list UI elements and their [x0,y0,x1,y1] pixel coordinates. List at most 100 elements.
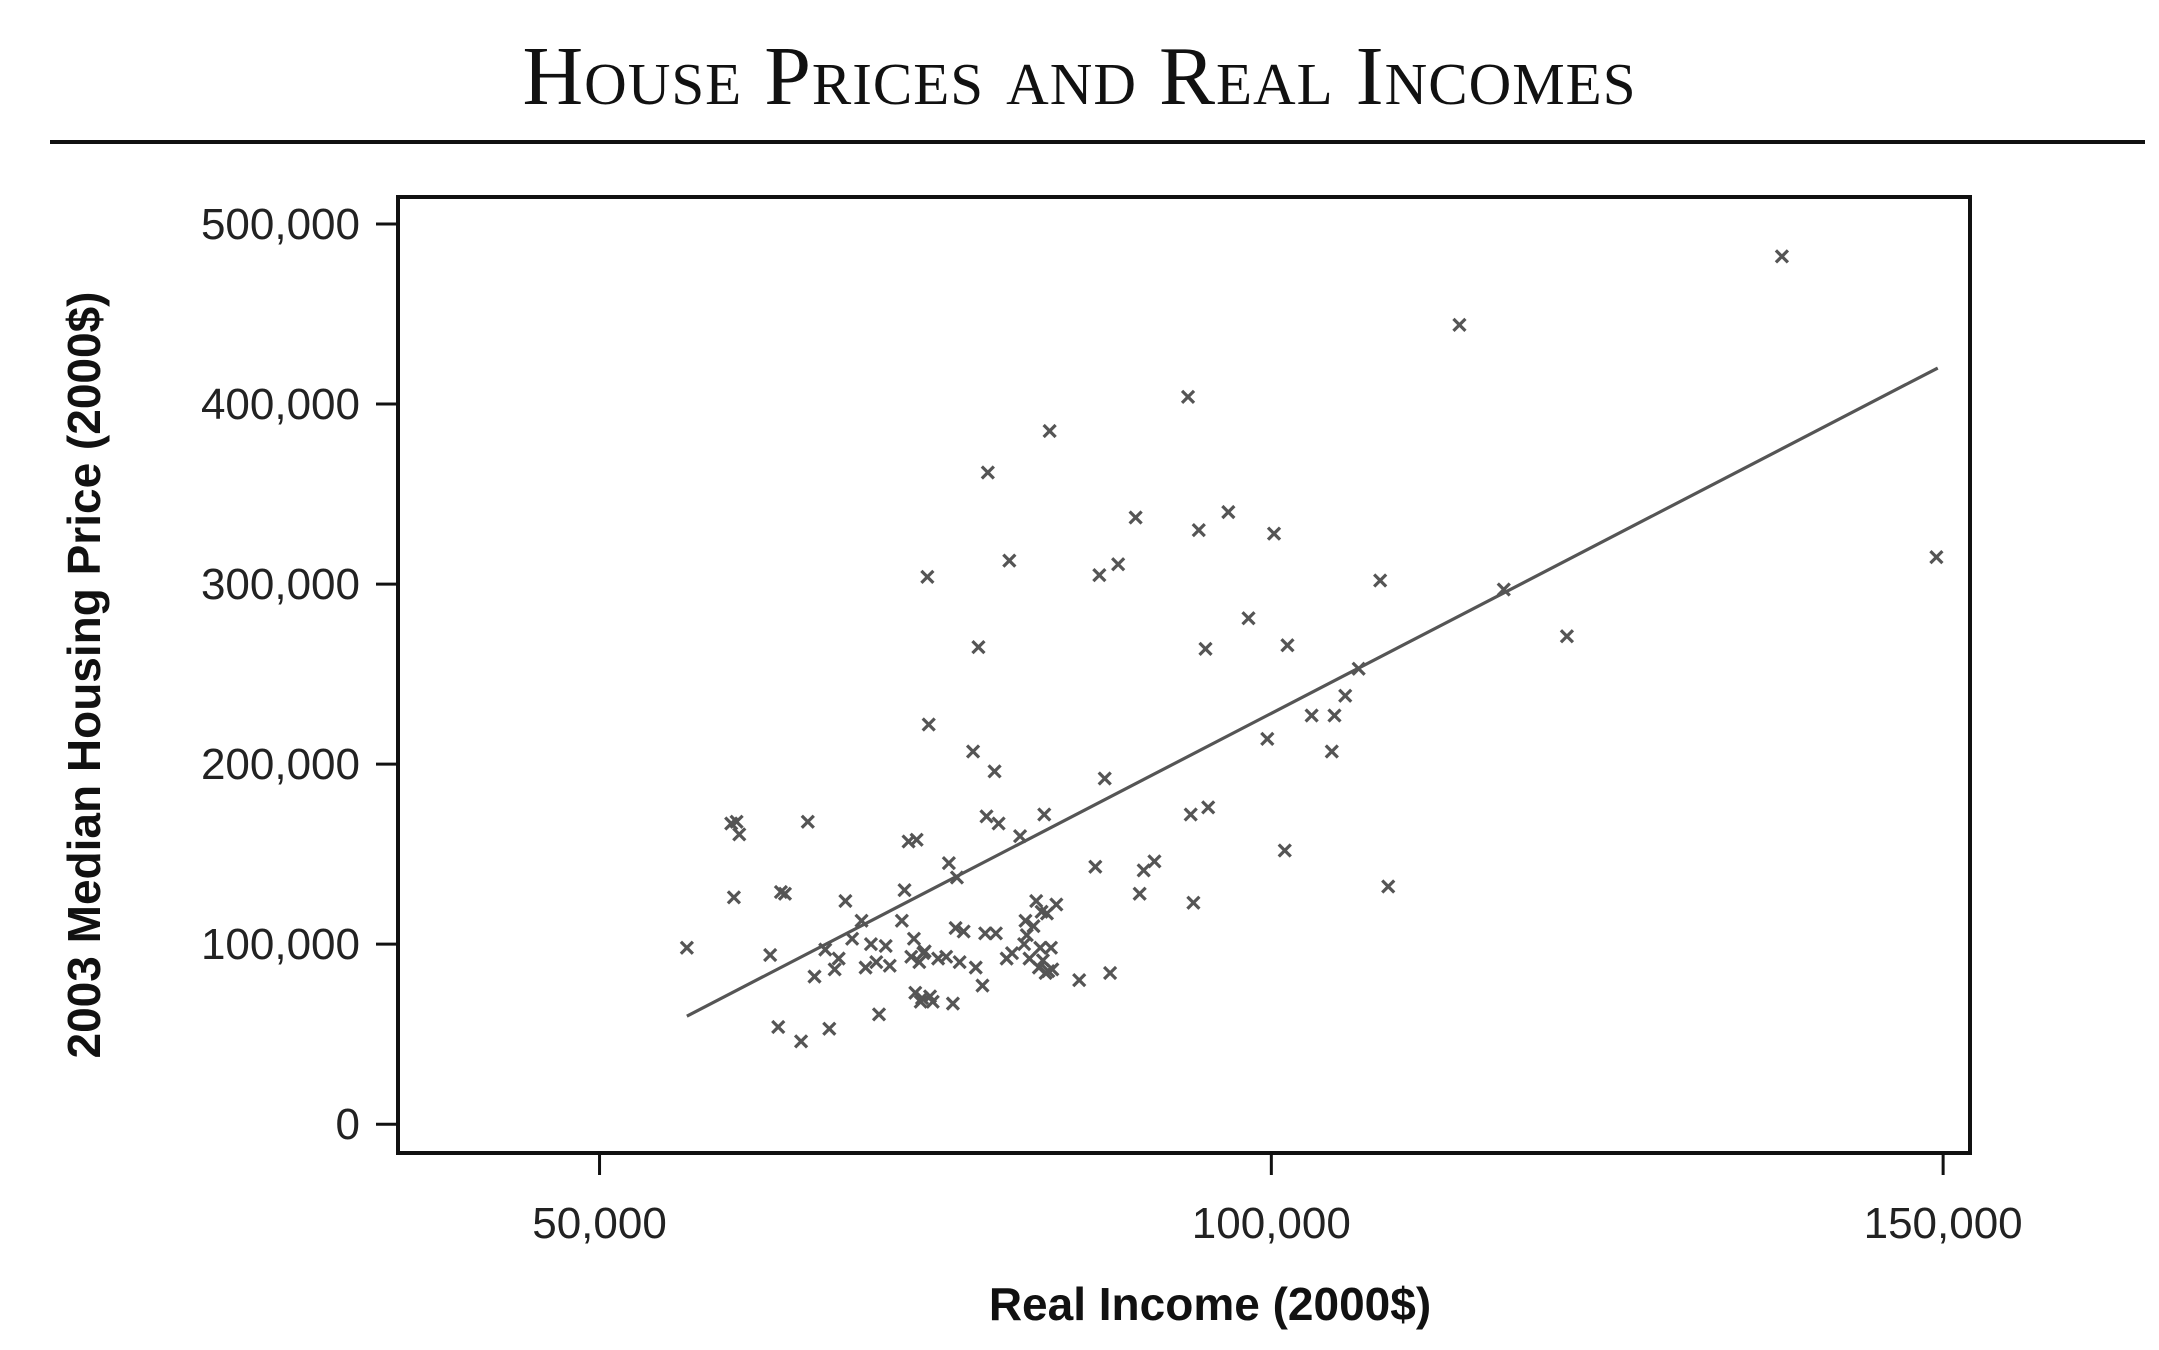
y-tick-label: 100,000 [201,920,360,969]
data-point [1018,913,1033,928]
data-point [956,924,971,939]
data-point [1304,708,1319,723]
data-point [1019,928,1034,943]
data-point [845,931,860,946]
x-tick-label: 50,000 [532,1199,667,1248]
data-point [854,913,869,928]
data-point [1183,807,1198,822]
data-point [1012,829,1028,844]
axis-ticks: 50,000 100,000 150,000 0 100,000 200,000 300,0… [201,200,2023,1248]
data-point [827,962,842,977]
data-point [1026,919,1041,934]
data-point [975,978,990,993]
data-point [838,893,853,909]
data-point [968,960,983,975]
data-point [1072,973,1087,988]
y-tick-label: 0 [336,1100,360,1149]
data-point [793,1034,809,1049]
data-point [925,994,940,1009]
data-point [948,920,963,936]
data-point [858,960,873,975]
data-point [800,814,815,829]
data-point [909,832,924,847]
trendline-group [686,366,1939,1018]
data-point [807,969,822,984]
data-point [1180,389,1196,404]
data-point [952,955,967,970]
data-point [965,744,981,759]
data-point [949,870,965,885]
data-point [1002,553,1017,568]
data-point [1132,886,1147,901]
y-tick-label: 300,000 [201,560,360,609]
data-point [1111,557,1126,572]
y-axis-title: 2003 Median Housing Price (2000$) [58,292,110,1059]
plot-frame [396,195,1972,1155]
data-point [978,926,993,941]
data-point [1221,504,1236,520]
data-point [1097,771,1112,786]
data-point [917,944,932,959]
data-point [878,938,893,954]
data-point [1042,423,1057,439]
data-point [897,883,912,898]
data-point [763,947,778,963]
title-rule [50,140,2145,144]
x-tick-label: 100,000 [1192,1199,1351,1248]
data-point [971,639,986,655]
data-point [1774,249,1790,264]
data-point [726,890,742,905]
data-point [991,816,1006,831]
data-point [1327,708,1342,723]
data-point [1043,940,1059,955]
y-tick-label: 500,000 [201,200,360,249]
data-point [1191,522,1206,538]
data-point [1147,854,1162,869]
data-point [1280,638,1295,653]
data-point [1266,526,1282,541]
data-point [1241,611,1256,626]
data-point [1198,641,1213,657]
data-point [831,951,846,966]
data-point [1338,688,1353,703]
data-point [818,942,833,957]
data-point [1351,661,1366,676]
data-point [1128,510,1143,525]
data-point [771,1019,786,1035]
data-point [1381,879,1396,894]
data-point [1496,582,1511,597]
data-point [912,955,927,970]
data-point [1559,629,1575,644]
data-point [1452,317,1467,332]
data-point [939,949,954,964]
data-points [679,249,1944,1049]
data-point [894,913,909,928]
trendline [686,366,1939,1018]
x-axis-title: Real Income (2000$) [989,1278,1431,1330]
data-point [1277,843,1292,858]
data-point [869,955,884,970]
data-point [863,937,879,952]
data-point [871,1007,887,1022]
data-point [777,886,793,901]
data-point [1373,573,1388,588]
data-point [1045,962,1060,977]
data-point [1929,549,1944,565]
data-point [1260,731,1275,747]
data-point [882,958,897,973]
data-point [945,996,961,1011]
data-point [1033,940,1048,955]
data-point [1049,897,1064,912]
data-point [979,809,994,824]
y-tick-label: 400,000 [201,380,360,429]
data-point [906,931,922,946]
data-point [729,814,744,829]
data-point [1201,800,1216,815]
data-point [904,949,919,964]
data-point [822,1021,837,1036]
data-point [1324,744,1339,759]
data-point [1088,859,1103,874]
data-point [732,827,747,842]
data-point [1037,807,1052,822]
